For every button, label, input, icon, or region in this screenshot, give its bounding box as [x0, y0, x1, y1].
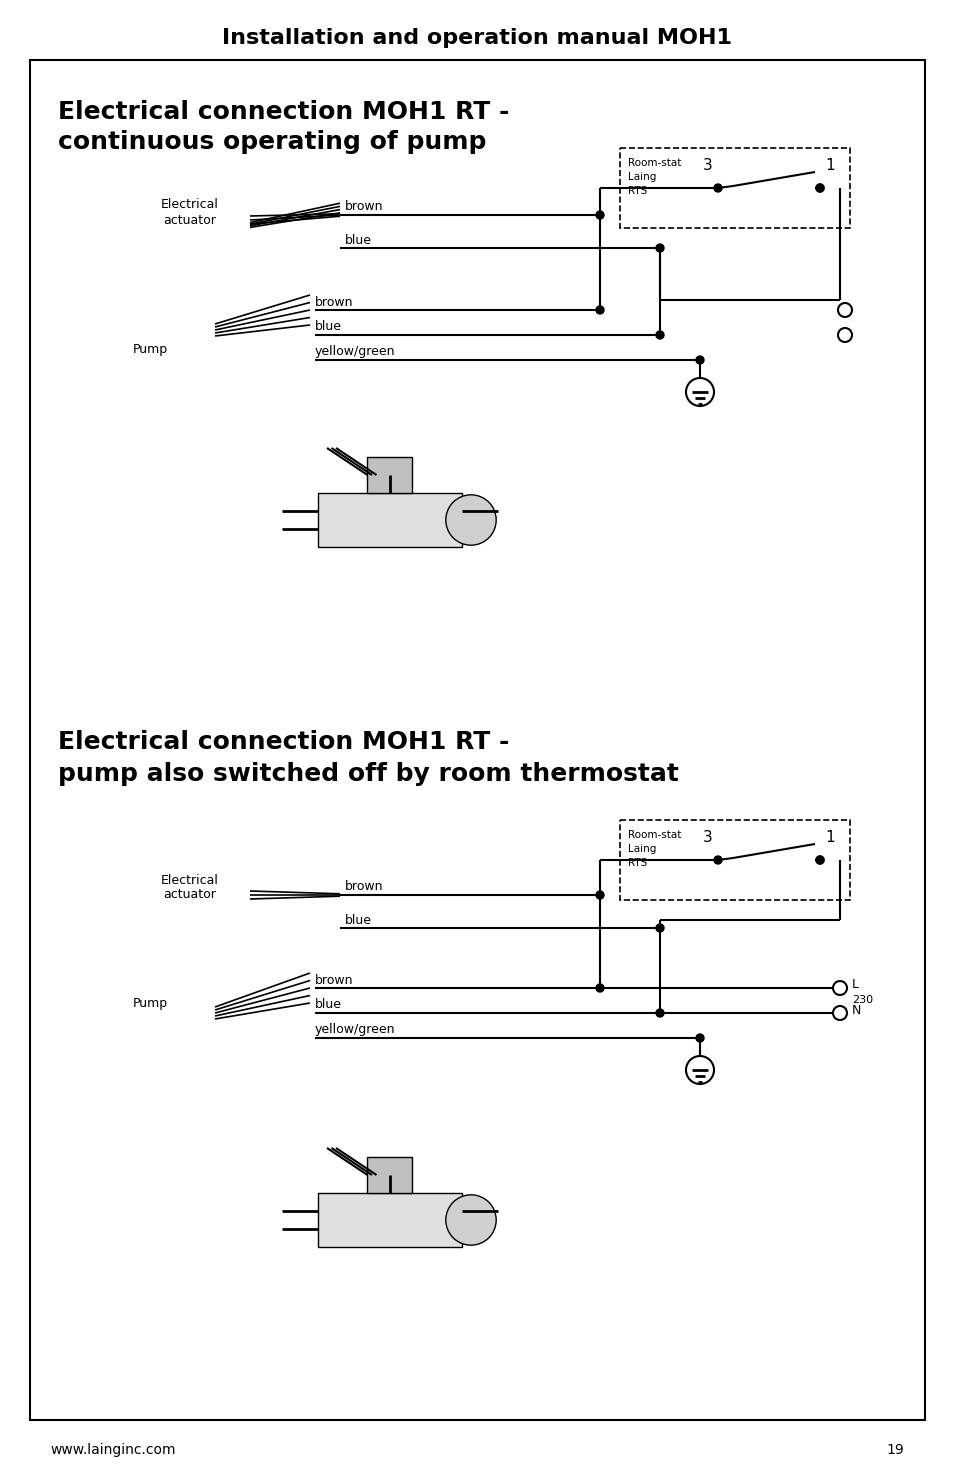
Circle shape [656, 243, 663, 252]
Text: actuator: actuator [163, 888, 216, 901]
Circle shape [596, 891, 603, 898]
Text: pump also switched off by room thermostat: pump also switched off by room thermosta… [58, 763, 679, 786]
Bar [317, 1193, 461, 1246]
Circle shape [815, 184, 823, 192]
Text: 3: 3 [702, 830, 712, 845]
Text: RTS: RTS [627, 186, 646, 196]
Text: Laing: Laing [627, 844, 656, 854]
Circle shape [713, 184, 721, 192]
Circle shape [656, 923, 663, 932]
Text: blue: blue [345, 233, 372, 246]
Text: brown: brown [314, 295, 354, 308]
Circle shape [445, 494, 496, 546]
Bar [619, 148, 849, 229]
Text: brown: brown [345, 201, 383, 214]
Text: 230: 230 [851, 996, 872, 1004]
Text: blue: blue [345, 913, 372, 926]
Text: L: L [851, 978, 858, 991]
Circle shape [656, 330, 663, 339]
Text: brown: brown [345, 881, 383, 894]
Circle shape [445, 1195, 496, 1245]
Circle shape [596, 211, 603, 218]
Text: yellow/green: yellow/green [314, 1024, 395, 1037]
Bar [367, 457, 412, 493]
Text: RTS: RTS [627, 858, 646, 867]
Text: actuator: actuator [163, 214, 216, 227]
Text: Installation and operation manual MOH1: Installation and operation manual MOH1 [222, 28, 731, 49]
Text: Laing: Laing [627, 173, 656, 181]
Bar [619, 820, 849, 900]
Text: www.lainginc.com: www.lainginc.com [50, 1443, 175, 1457]
Circle shape [815, 855, 823, 864]
Text: continuous operating of pump: continuous operating of pump [58, 130, 486, 153]
Text: Electrical connection MOH1 RT -: Electrical connection MOH1 RT - [58, 100, 509, 124]
Text: 1: 1 [824, 830, 834, 845]
Circle shape [696, 1034, 703, 1041]
Circle shape [815, 855, 823, 864]
Text: Pump: Pump [132, 997, 168, 1009]
Circle shape [596, 305, 603, 314]
Text: Electrical: Electrical [161, 873, 218, 886]
Text: blue: blue [314, 320, 341, 333]
Circle shape [815, 184, 823, 192]
Text: Pump: Pump [132, 344, 168, 357]
Text: Electrical: Electrical [161, 199, 218, 211]
Text: 1: 1 [824, 158, 834, 174]
Text: N: N [851, 1003, 861, 1016]
Circle shape [596, 984, 603, 993]
Text: Room-stat: Room-stat [627, 830, 680, 839]
Text: brown: brown [314, 974, 354, 987]
Text: blue: blue [314, 999, 341, 1012]
Text: 3: 3 [702, 158, 712, 174]
Bar [367, 1156, 412, 1193]
Text: yellow/green: yellow/green [314, 345, 395, 358]
Bar [317, 493, 461, 547]
Circle shape [696, 355, 703, 364]
Text: 19: 19 [885, 1443, 903, 1457]
Circle shape [656, 1009, 663, 1016]
Text: Room-stat: Room-stat [627, 158, 680, 168]
Text: Electrical connection MOH1 RT -: Electrical connection MOH1 RT - [58, 730, 509, 754]
Circle shape [713, 855, 721, 864]
